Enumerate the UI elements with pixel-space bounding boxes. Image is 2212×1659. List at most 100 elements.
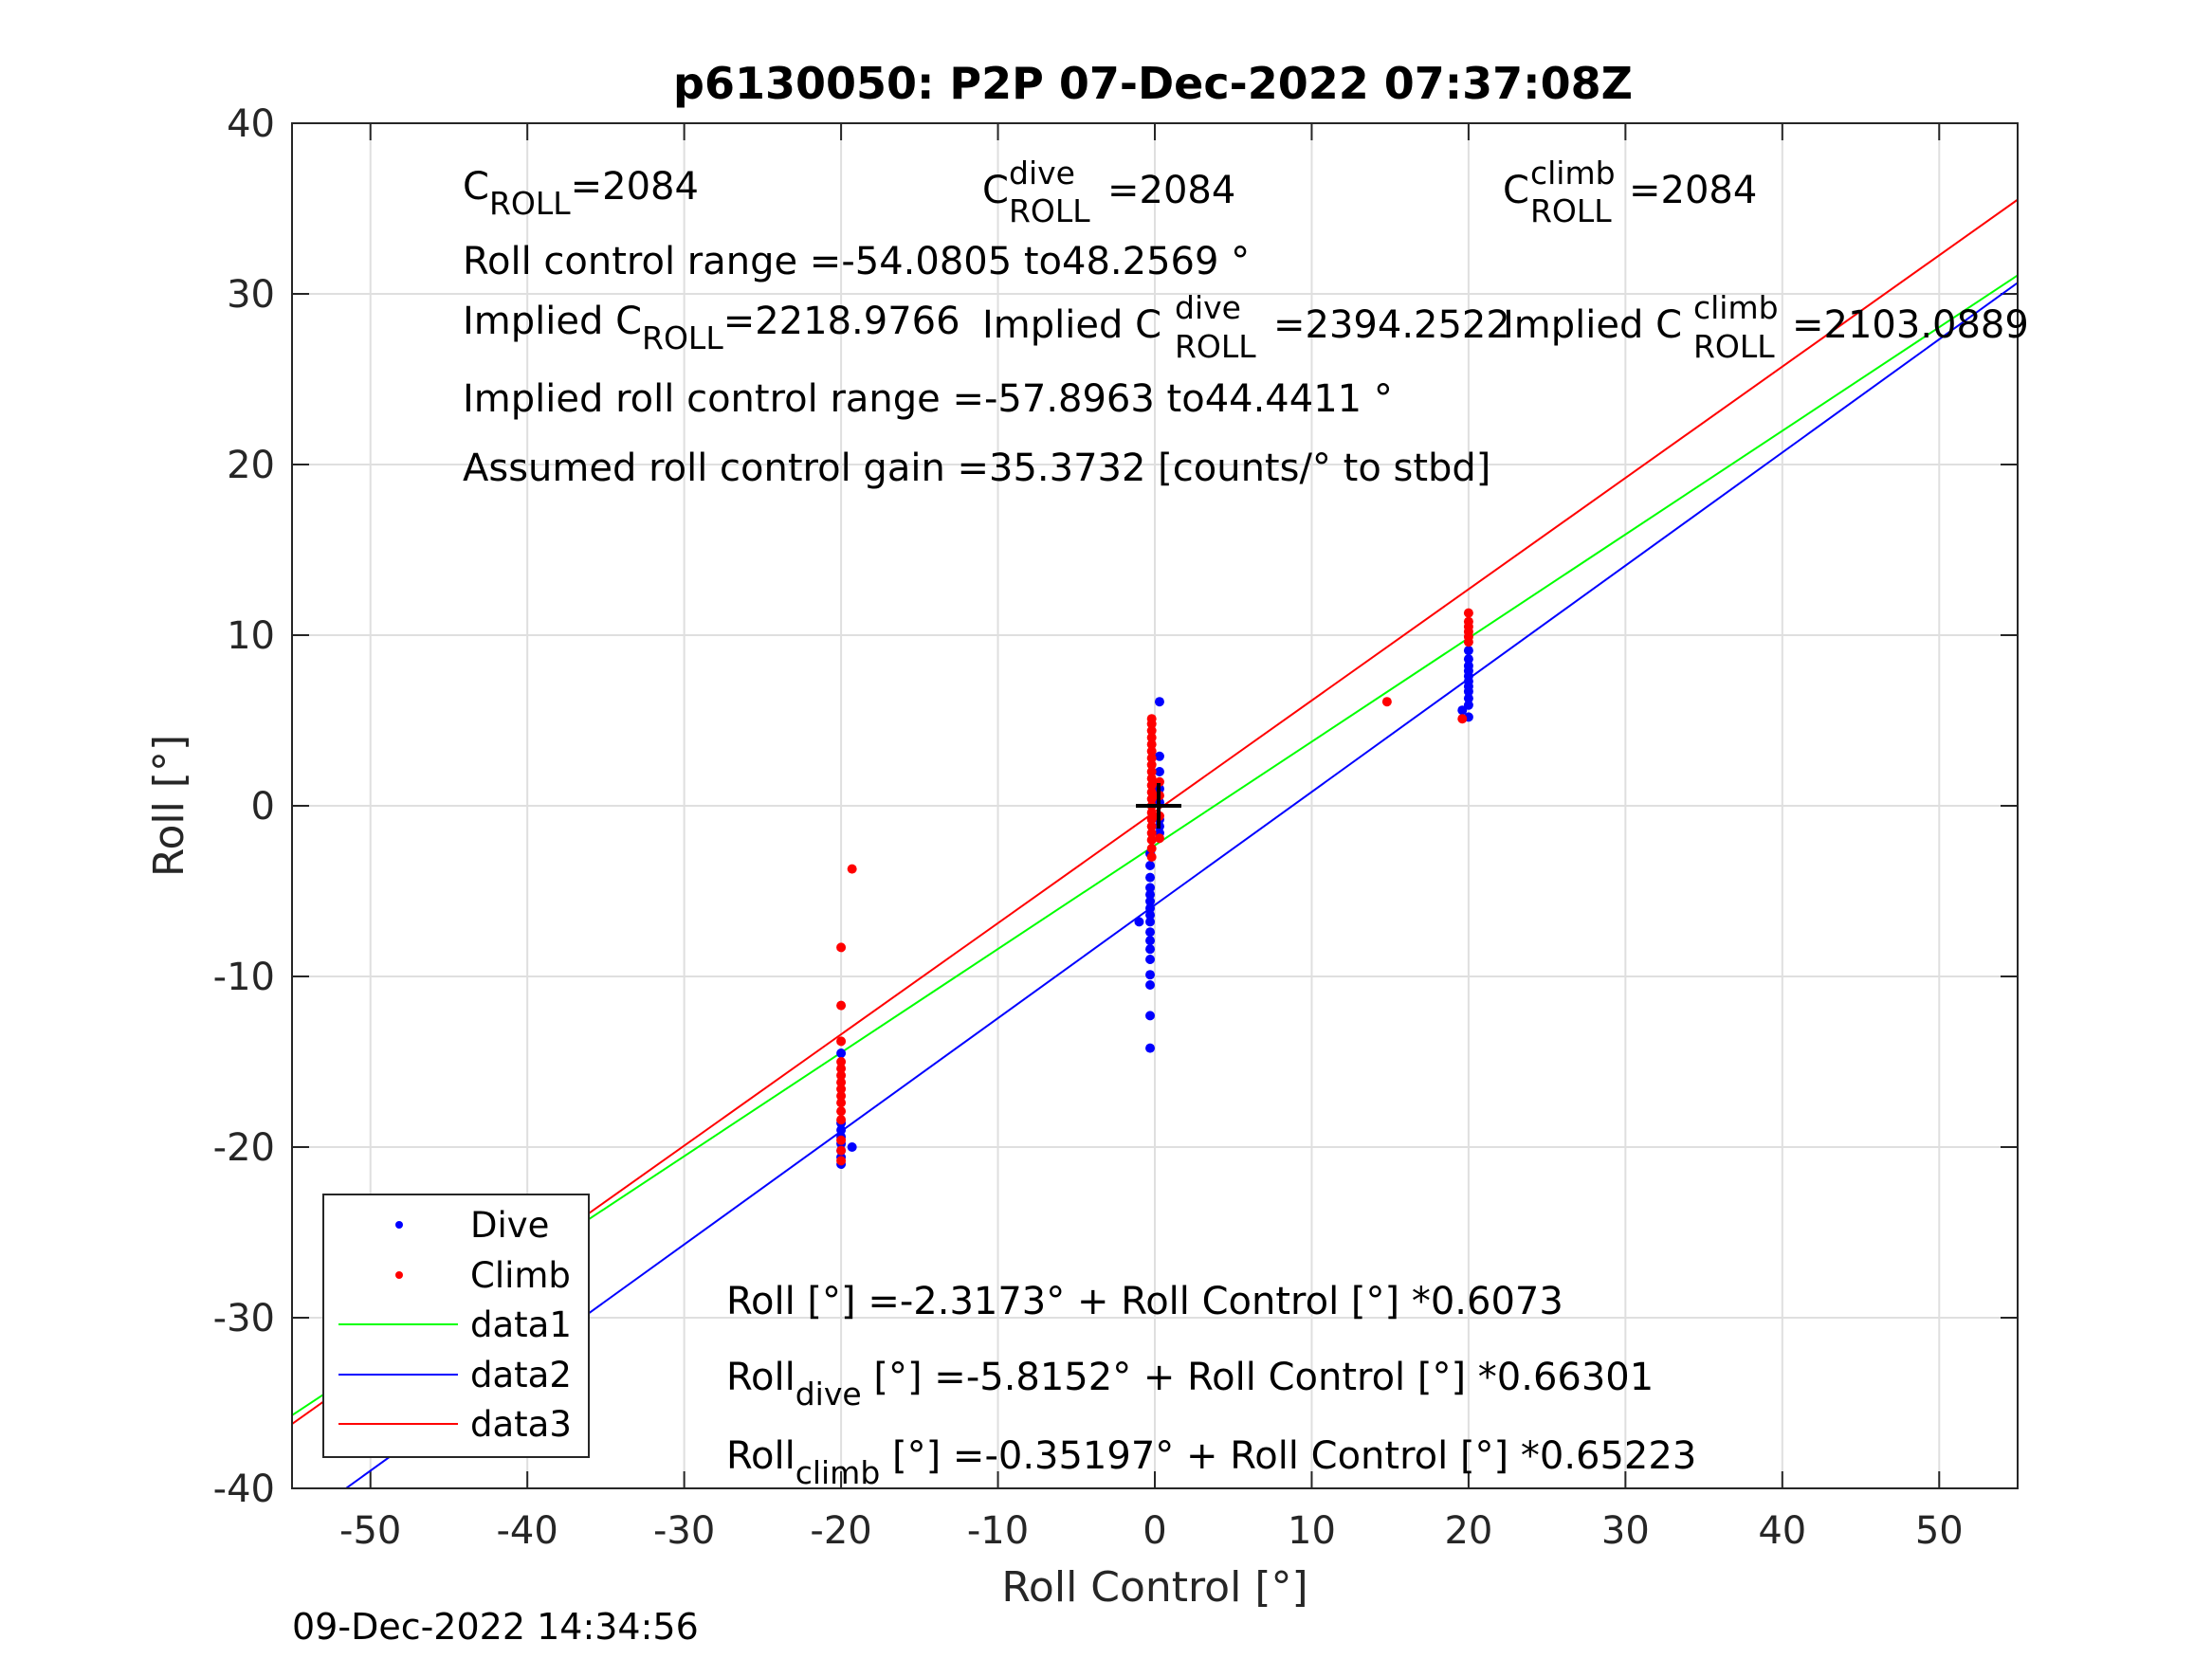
point-climb — [1146, 821, 1157, 831]
point-climb — [1154, 833, 1164, 844]
print-timestamp: 09-Dec-2022 14:34:56 — [292, 1606, 699, 1648]
x-axis-label: Roll Control [°] — [1001, 1563, 1307, 1612]
point-dive — [1145, 1011, 1156, 1021]
point-dive — [1145, 936, 1156, 946]
c-roll-dive-value: =2084 — [1107, 169, 1235, 212]
fit-equation-dive: Rolldive [°] =-5.8152° + Roll Control [°… — [726, 1356, 1654, 1413]
point-climb — [836, 1084, 847, 1094]
point-climb — [836, 1156, 847, 1166]
point-dive — [1463, 654, 1473, 665]
point-climb — [1457, 714, 1468, 724]
implied-c-roll-dive-sup: dive — [1175, 289, 1241, 326]
point-climb — [836, 1145, 847, 1156]
point-climb — [836, 1098, 847, 1108]
x-tick-labels: -50 -40 -30 -20 -10 0 10 20 30 40 50 — [339, 1509, 1964, 1553]
point-dive — [1134, 917, 1144, 927]
point-dive — [1145, 970, 1156, 980]
point-climb — [1146, 852, 1157, 862]
implied-c-roll-climb-value: =2103.0889 — [1792, 303, 2029, 347]
point-climb — [1146, 793, 1157, 804]
implied-c-roll-climb-sub: ROLL — [1693, 328, 1775, 365]
y-tick-labels: -40 -30 -20 -10 0 10 20 30 40 — [213, 102, 275, 1511]
fit-equation-climb: Rollclimb [°] =-0.35197° + Roll Control … — [726, 1434, 1696, 1491]
legend-box — [322, 1194, 590, 1458]
x-tick-label: 30 — [1601, 1509, 1650, 1553]
point-climb — [836, 1057, 847, 1066]
implied-c-roll-dive-sub: ROLL — [1175, 328, 1256, 365]
y-tick-label: 40 — [227, 102, 275, 146]
x-tick-label: -10 — [967, 1509, 1029, 1553]
point-climb — [836, 1000, 847, 1011]
point-climb — [836, 1077, 847, 1087]
implied-roll-control-range: Implied roll control range =-57.8963 to4… — [463, 377, 1393, 421]
x-tick-label: -30 — [653, 1509, 715, 1553]
point-climb — [1146, 808, 1157, 818]
c-roll-climb-annotation: C — [1503, 169, 1529, 212]
c-roll-climb-sup: climb — [1530, 155, 1616, 191]
point-climb — [847, 864, 857, 874]
point-climb — [1146, 828, 1157, 838]
point-dive — [1145, 896, 1156, 906]
point-dive — [1145, 883, 1156, 893]
point-climb — [1146, 767, 1157, 776]
point-dive — [1145, 917, 1156, 927]
legend: Dive Climb data1 data2 data3 — [322, 1194, 590, 1458]
y-tick-label: -30 — [213, 1297, 275, 1340]
chart-title: p6130050: P2P 07-Dec-2022 07:37:08Z — [673, 58, 1633, 109]
legend-label-data2: data2 — [470, 1355, 572, 1395]
point-dive — [1154, 751, 1164, 761]
point-dive — [1145, 980, 1156, 990]
x-tick-label: 20 — [1444, 1509, 1492, 1553]
x-tick-label: 40 — [1758, 1509, 1806, 1553]
point-climb — [1146, 739, 1157, 750]
point-climb — [1463, 608, 1473, 618]
point-climb — [1146, 753, 1157, 763]
roll-control-range: Roll control range =-54.0805 to48.2569 ° — [463, 240, 1250, 283]
point-dive — [1154, 697, 1164, 707]
y-tick-label: 0 — [251, 785, 275, 829]
point-climb — [836, 1091, 847, 1101]
c-roll-dive-sup: dive — [1009, 155, 1075, 191]
implied-c-roll-dive-value: =2394.2522 — [1273, 303, 1510, 347]
point-dive — [1145, 1043, 1156, 1053]
point-dive — [836, 1125, 847, 1135]
x-tick-label: 0 — [1143, 1509, 1166, 1553]
y-tick-label: 10 — [227, 614, 275, 658]
point-dive — [1145, 903, 1156, 913]
legend-label-climb: Climb — [470, 1255, 571, 1296]
x-tick-label: 50 — [1915, 1509, 1964, 1553]
point-dive — [1457, 705, 1468, 716]
y-tick-label: -40 — [213, 1468, 275, 1511]
point-climb — [836, 1036, 847, 1047]
point-climb — [836, 1106, 847, 1117]
x-tick-label: 10 — [1288, 1509, 1336, 1553]
point-climb — [1146, 835, 1157, 845]
point-dive — [1463, 661, 1473, 671]
point-climb — [1146, 780, 1157, 791]
implied-c-roll-dive: Implied C — [982, 303, 1161, 347]
point-dive — [1463, 700, 1473, 710]
point-climb — [1146, 814, 1157, 825]
y-tick-label: 30 — [227, 273, 275, 317]
point-climb — [836, 1070, 847, 1081]
point-climb — [1381, 697, 1392, 707]
c-roll-dive-sub: ROLL — [1009, 192, 1090, 229]
point-dive — [1145, 861, 1156, 870]
point-dive — [1145, 927, 1156, 938]
point-dive — [1154, 767, 1164, 776]
point-dive — [1145, 944, 1156, 955]
c-roll-climb-sub: ROLL — [1530, 192, 1612, 229]
c-roll-dive-annotation: C — [982, 169, 1009, 212]
point-climb — [836, 1115, 847, 1125]
point-climb — [1463, 616, 1473, 627]
implied-c-roll-climb-sup: climb — [1693, 289, 1779, 326]
axis-ticks — [292, 122, 2018, 1489]
implied-c-roll-climb: Implied C — [1503, 303, 1682, 347]
y-tick-label: -10 — [213, 956, 275, 999]
point-climb — [1146, 759, 1157, 770]
point-dive — [1145, 889, 1156, 900]
x-tick-label: -50 — [339, 1509, 401, 1553]
point-climb — [836, 1135, 847, 1145]
point-dive — [1463, 693, 1473, 703]
